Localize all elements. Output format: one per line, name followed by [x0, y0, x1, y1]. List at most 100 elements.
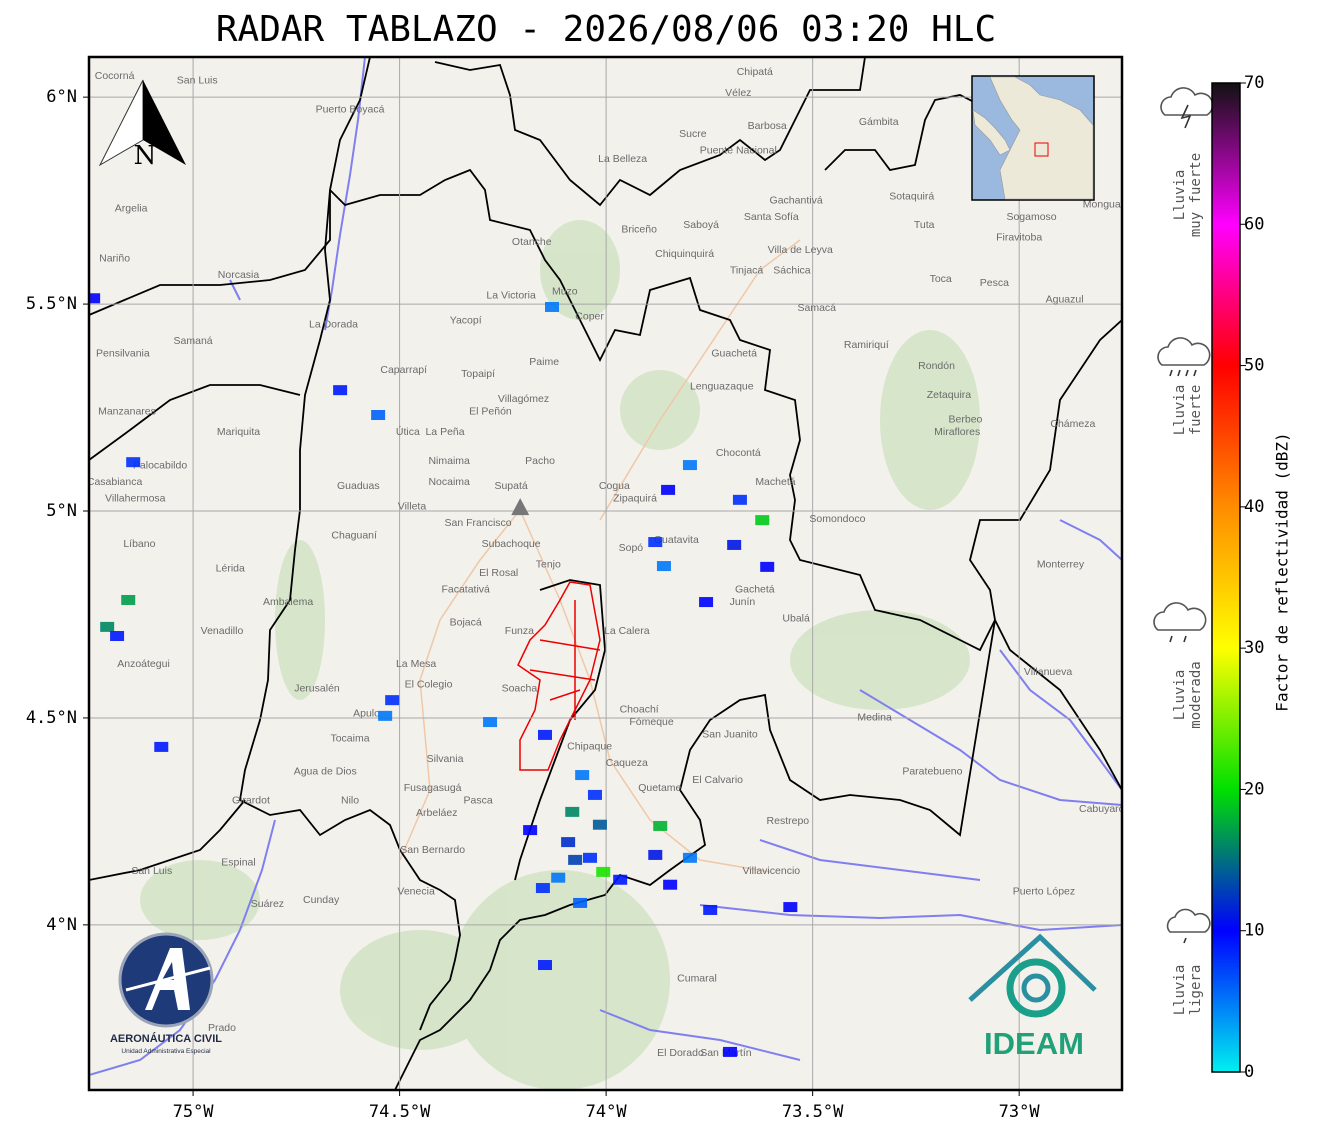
- place-label: Pesca: [980, 277, 1009, 289]
- place-label: Pacho: [525, 455, 555, 467]
- x-tick-label: 74.5°W: [369, 1102, 431, 1122]
- place-label: Arbeláez: [416, 807, 457, 819]
- place-label: Funza: [505, 625, 534, 637]
- place-label: Paime: [529, 356, 559, 368]
- place-label: Palocabildo: [133, 459, 187, 471]
- place-label: Útica: [396, 425, 420, 438]
- place-label: Cocorná: [95, 70, 135, 82]
- place-label: Muzo: [552, 285, 578, 297]
- place-label: Girardot: [232, 794, 270, 806]
- place-label: Casabianca: [87, 476, 143, 488]
- place-label: Paratebueno: [902, 766, 962, 778]
- north-label: N: [134, 141, 157, 171]
- colorbar-tick-label: 20: [1244, 779, 1264, 799]
- radar-echo: [653, 820, 668, 831]
- y-tick-label: 4.5°N: [26, 708, 77, 728]
- place-label: Medina: [857, 712, 892, 724]
- place-label: Apulo: [353, 708, 380, 720]
- place-label: Chipatá: [737, 66, 773, 78]
- place-label: Jerusalén: [294, 683, 340, 695]
- place-label: Monterrey: [1037, 559, 1085, 571]
- place-label: Restrepo: [767, 815, 810, 827]
- place-label: Chámeza: [1050, 418, 1095, 430]
- radar-echo: [663, 879, 678, 890]
- place-label: Gámbita: [859, 116, 899, 128]
- place-label: Puerto Boyacá: [316, 103, 385, 115]
- radar-echo: [661, 484, 676, 495]
- place-label: El Dorado: [657, 1047, 704, 1059]
- radar-echo: [154, 741, 169, 752]
- place-label: Ambalema: [263, 596, 313, 608]
- place-label: San Francisco: [445, 517, 512, 529]
- place-label: Tocaima: [330, 732, 369, 744]
- radar-echo: [483, 717, 498, 728]
- radar-echo: [565, 806, 580, 817]
- bogota-localities: [517, 581, 601, 771]
- place-label: Sopó: [619, 542, 644, 554]
- place-label: Puente Nacional: [700, 145, 777, 157]
- place-label: Tuta: [914, 219, 935, 231]
- radar-echo: [783, 902, 798, 913]
- colorbar-tick-label: 40: [1244, 497, 1264, 517]
- radar-site-layer: [511, 498, 530, 516]
- radar-echo: [378, 710, 393, 721]
- place-label: Agua de Dios: [294, 766, 357, 778]
- radar-echo: [523, 825, 538, 836]
- place-label: Pasca: [463, 794, 492, 806]
- place-label: Cogua: [599, 480, 630, 492]
- place-label: Otanche: [512, 236, 552, 248]
- place-label: San Luis: [177, 74, 218, 86]
- place-label: Barbosa: [748, 120, 787, 132]
- place-label: Anzoátegui: [117, 658, 170, 670]
- place-label: Caqueza: [606, 757, 648, 769]
- radar-echo: [648, 849, 663, 860]
- radar-echo: [121, 594, 136, 605]
- place-label: Zipaquirá: [613, 492, 657, 504]
- place-label: Cunday: [303, 894, 340, 906]
- place-label: Sogamoso: [1006, 211, 1056, 223]
- colorbar: 0 10 20 30 40 50 60 70: [1211, 73, 1264, 1082]
- radar-echo: [110, 630, 125, 641]
- radar-echo: [551, 872, 566, 883]
- inset-map: [971, 75, 1095, 201]
- radar-echo: [755, 515, 770, 526]
- place-label: El Peñón: [469, 405, 512, 417]
- place-label: San Juanito: [702, 728, 758, 740]
- radar-echo: [573, 897, 588, 908]
- place-label: Sotaquirá: [889, 190, 934, 202]
- rain-class-label: ligera: [1188, 965, 1204, 1016]
- place-label: Yacopí: [450, 314, 482, 326]
- place-label: Puerto López: [1013, 886, 1075, 898]
- ideam-name: IDEAM: [984, 1026, 1084, 1061]
- rain-class-label: Lluvia: [1172, 965, 1188, 1016]
- radar-echo: [703, 904, 718, 915]
- colorbar-tick-label: 50: [1244, 356, 1264, 376]
- place-label: Venadillo: [201, 625, 244, 637]
- rain-class-label: muy fuerte: [1188, 153, 1204, 237]
- radar-echo: [732, 494, 747, 505]
- radar-echo: [333, 385, 348, 396]
- place-label: Venecia: [397, 886, 435, 898]
- place-label: Subachoque: [482, 538, 541, 550]
- aerocivil-logo: AERONÁUTICA CIVIL Unidad Administrativa …: [110, 932, 222, 1055]
- radar-site: [511, 498, 530, 516]
- place-label: La Calera: [604, 625, 650, 637]
- place-label: Santa Sofía: [744, 211, 799, 223]
- place-label: Pensilvania: [96, 348, 150, 360]
- radar-echo: [587, 789, 602, 800]
- colorbar-tick-label: 70: [1244, 73, 1264, 93]
- place-label: Nariño: [99, 252, 130, 264]
- place-label: Briceño: [621, 223, 657, 235]
- north-arrow: N: [98, 79, 186, 171]
- place-label: Soacha: [502, 683, 538, 695]
- place-label: Prado: [208, 1022, 236, 1034]
- radar-echo: [596, 866, 611, 877]
- radar-echo: [371, 409, 386, 420]
- place-label: Suárez: [251, 898, 284, 910]
- place-label: Somondoco: [809, 513, 865, 525]
- place-label: Vélez: [725, 87, 751, 99]
- place-label: Lérida: [216, 563, 245, 575]
- grid: [89, 57, 1122, 1090]
- y-tick-label: 5°N: [46, 501, 77, 521]
